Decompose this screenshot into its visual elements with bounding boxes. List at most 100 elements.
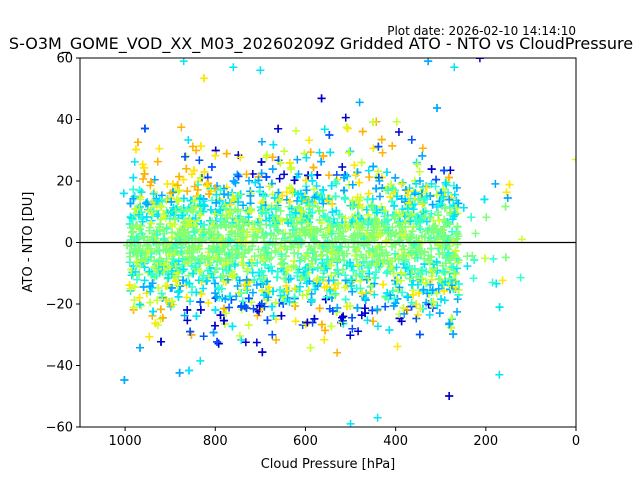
scatter-point [166,262,175,271]
scatter-point [309,185,318,194]
scatter-point [230,271,239,280]
scatter-point [269,287,278,296]
scatter-point [439,192,448,201]
scatter-point [348,287,357,296]
scatter-point [175,186,184,195]
scatter-point [440,166,449,175]
scatter-point [390,214,399,223]
scatter-point [447,276,456,285]
scatter-points [119,58,576,427]
scatter-point [244,277,253,286]
scatter-point [373,413,382,422]
x-tick-label: 400 [383,434,408,449]
scatter-point [257,137,266,146]
scatter-point [239,201,248,210]
scatter-point [441,277,450,286]
scatter-point [427,288,436,297]
scatter-point [419,285,428,294]
scatter-point [428,200,437,209]
scatter-point [391,173,400,182]
scatter-point [139,283,148,292]
scatter-point [234,197,243,206]
scatter-point [262,173,271,182]
scatter-point [432,190,441,199]
scatter-point [305,136,314,145]
scatter-point [341,271,350,280]
scatter-point [210,209,219,218]
scatter-point [196,142,205,151]
scatter-point [405,184,414,193]
scatter-point [185,366,194,375]
scatter-point [290,284,299,293]
scatter-point [428,286,437,295]
scatter-point [302,153,311,162]
scatter-point [363,195,372,204]
scatter-point [434,211,443,220]
scatter-point [264,293,273,302]
scatter-point [393,275,402,284]
scatter-point [351,171,360,180]
y-tick-label: 60 [56,52,73,67]
scatter-point [450,63,459,72]
scatter-point [434,274,443,283]
scatter-point [183,187,192,196]
scatter-point [129,173,138,182]
scatter-point [217,284,226,293]
scatter-point [242,170,251,179]
scatter-point [372,268,381,277]
scatter-point [212,292,221,301]
scatter-point [197,289,206,298]
scatter-point [129,303,138,312]
scatter-point [331,192,340,201]
scatter-point [226,209,235,218]
scatter-point [126,199,135,208]
scatter-point [352,196,361,205]
scatter-point [276,285,285,294]
scatter-point [235,331,244,340]
scatter-point [233,207,242,216]
scatter-point [369,118,378,127]
scatter-point [174,196,183,205]
scatter-point [306,148,315,157]
x-tick-label: 600 [293,434,318,449]
scatter-point [358,267,367,276]
scatter-point [451,277,460,286]
scatter-point [432,202,441,211]
scatter-point [142,289,151,298]
scatter-point [398,205,407,214]
scatter-point [269,140,278,149]
scatter-point [489,254,498,263]
scatter-point [328,200,337,209]
scatter-point [382,168,391,177]
scatter-point [172,277,181,286]
y-tick-label: 20 [56,175,73,190]
scatter-point [498,276,507,285]
scatter-point [268,302,277,311]
scatter-point [283,263,292,272]
scatter-point [405,262,414,271]
scatter-point [350,161,359,170]
scatter-point [149,189,158,198]
scatter-point [173,181,182,190]
scatter-point [318,251,327,260]
scatter-point [327,322,336,331]
scatter-point [221,309,230,318]
scatter-point [505,180,514,189]
plot-date: Plot date: 2026-02-10 14:14:10 [387,24,576,38]
scatter-point [209,328,218,337]
scatter-point [322,292,331,301]
scatter-point [423,289,432,298]
scatter-point [187,170,196,179]
scatter-point [373,305,382,314]
scatter-point [283,286,292,295]
scatter-point [352,271,361,280]
scatter-point [268,165,277,174]
scatter-point [179,175,188,184]
scatter-point [414,288,423,297]
scatter-point [172,195,181,204]
scatter-point [385,326,394,335]
scatter-point [427,179,436,188]
scatter-point [129,194,138,203]
scatter-point [277,250,286,259]
scatter-point [139,175,148,184]
